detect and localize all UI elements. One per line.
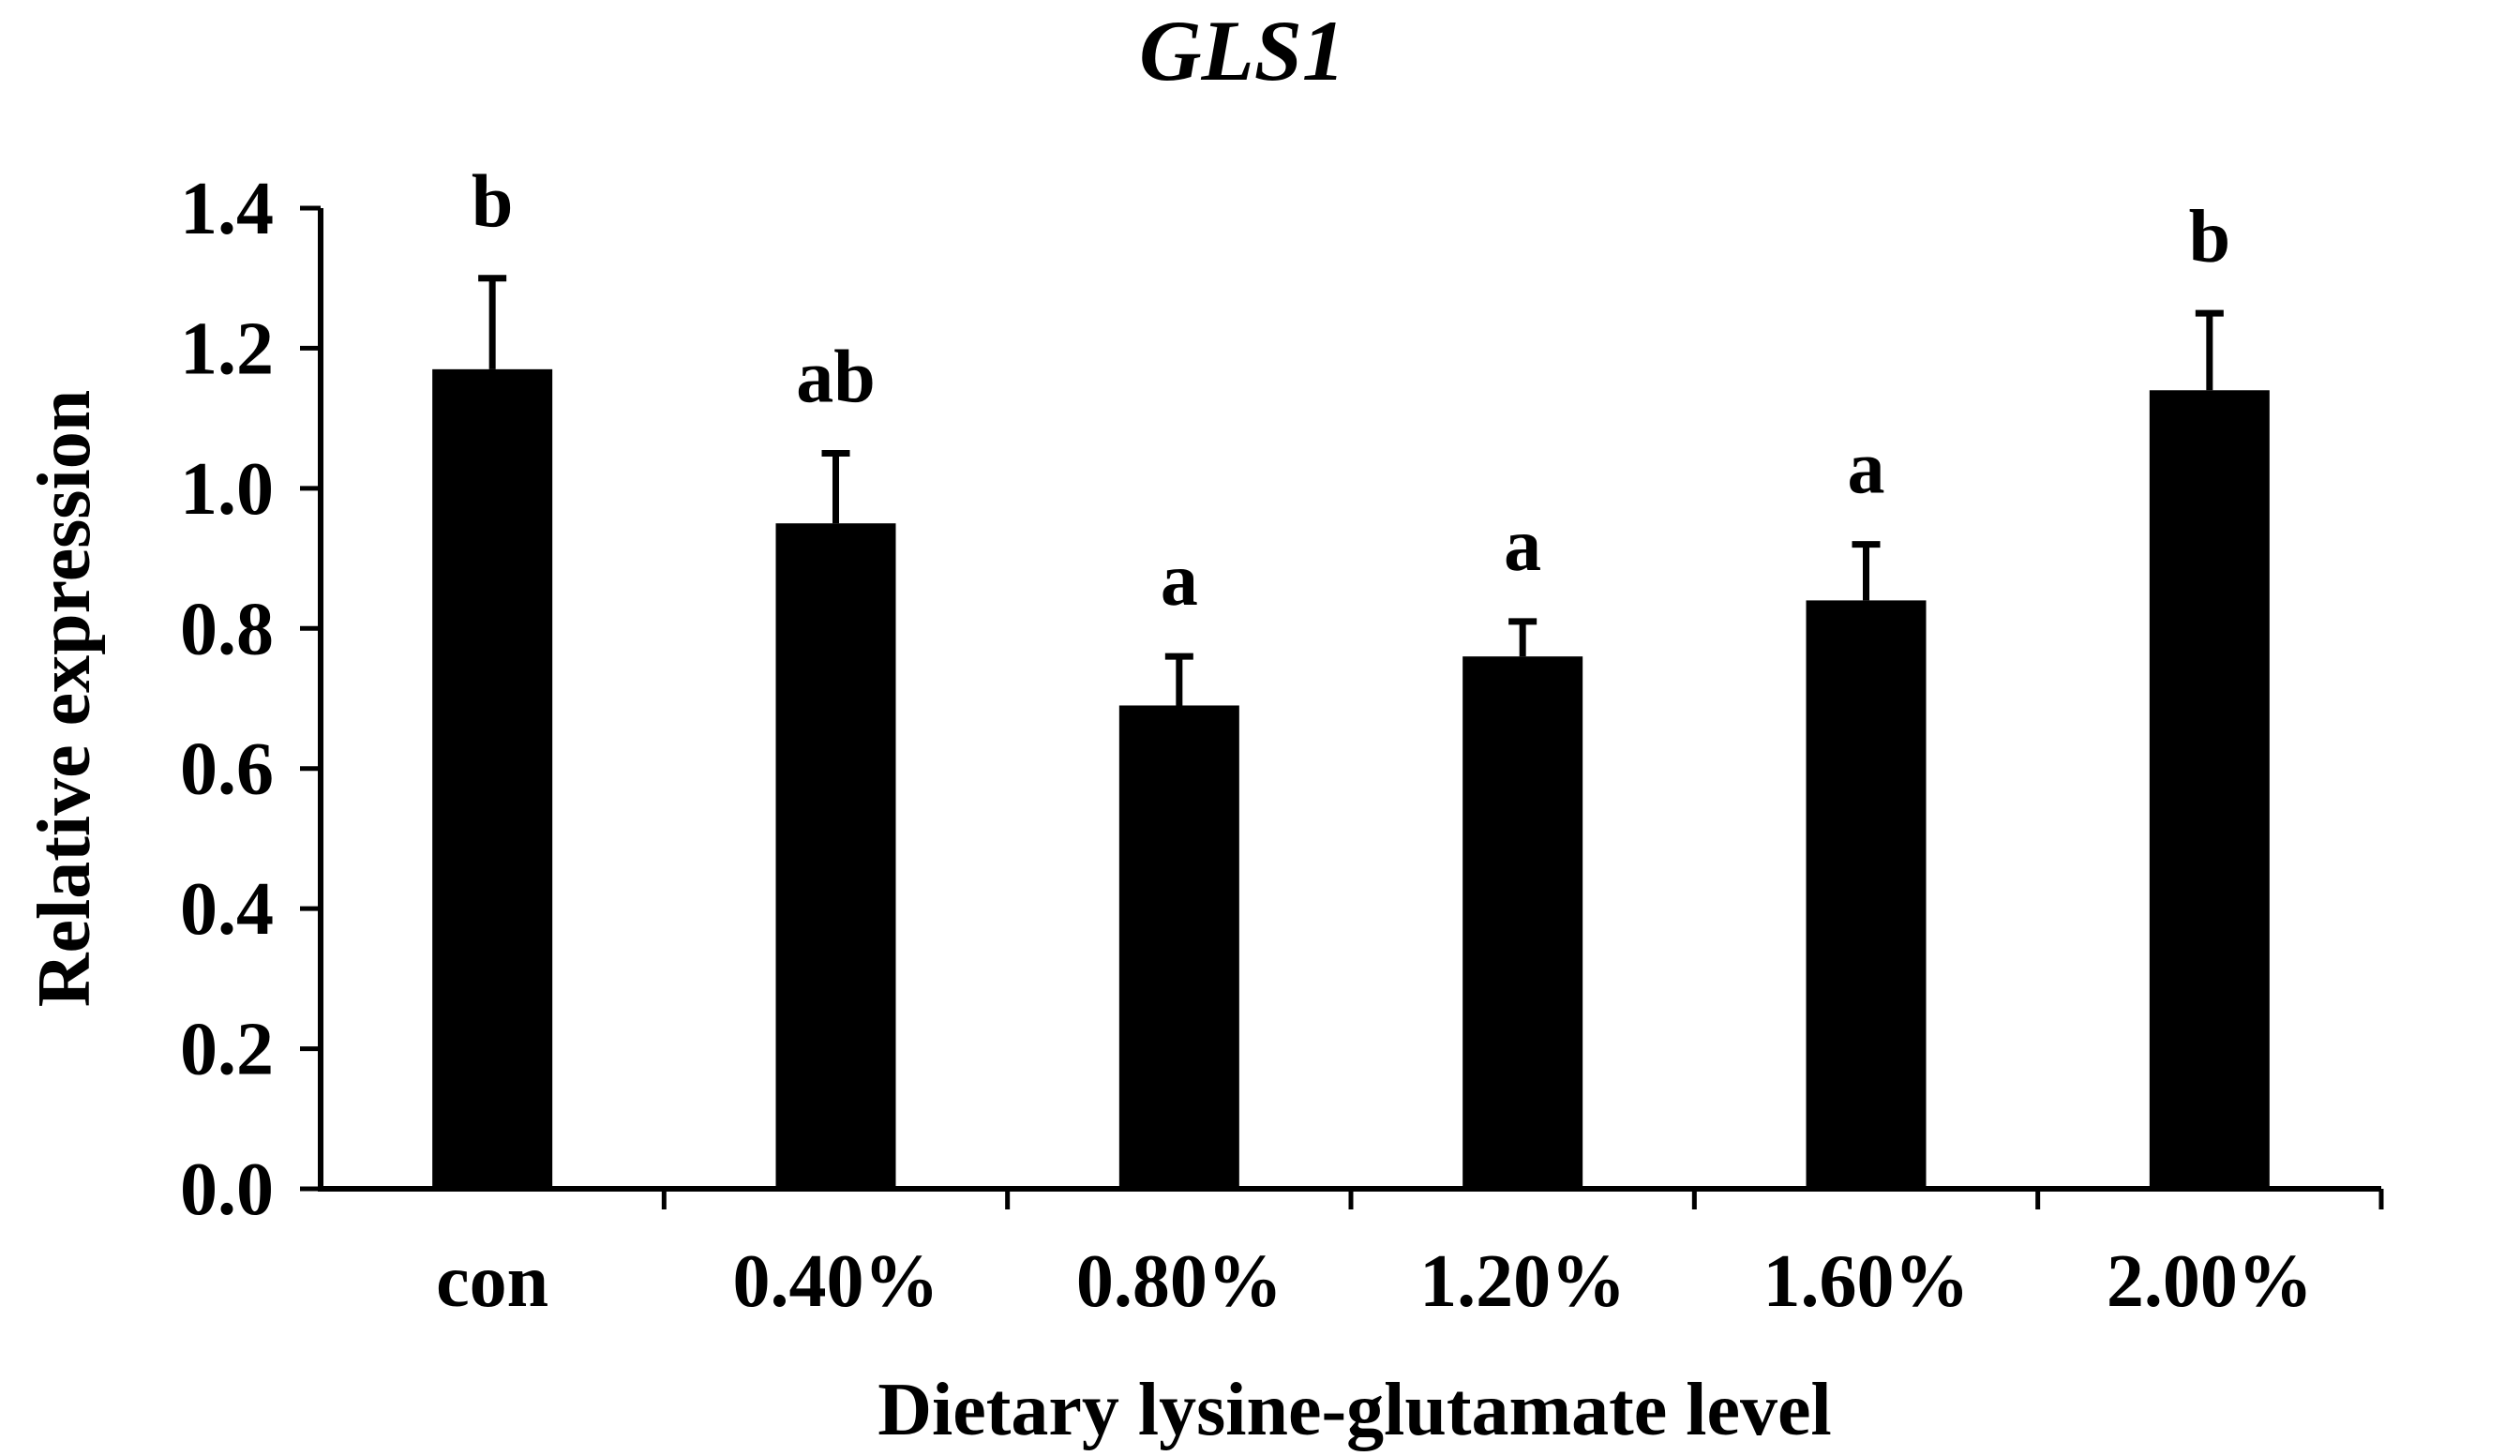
significance-label: a <box>1848 428 1885 510</box>
y-tick-label: 0.0 <box>180 1148 274 1231</box>
bar <box>775 523 896 1189</box>
y-tick-label: 1.4 <box>180 168 274 250</box>
significance-label: ab <box>796 337 876 419</box>
y-tick-label: 1.2 <box>180 308 274 390</box>
significance-label: b <box>472 161 514 244</box>
y-tick-label: 0.2 <box>180 1009 274 1091</box>
x-tick-label: 0.80% <box>1076 1240 1282 1323</box>
y-tick-label: 0.8 <box>180 588 274 670</box>
significance-label: b <box>2189 196 2231 278</box>
bar <box>432 368 553 1189</box>
x-tick-label: 1.20% <box>1419 1240 1626 1323</box>
significance-label: a <box>1161 539 1198 622</box>
y-tick-label: 0.4 <box>180 868 274 951</box>
significance-label: a <box>1504 504 1541 587</box>
bar <box>1806 600 1927 1189</box>
bar <box>1462 656 1583 1189</box>
x-tick-label: 2.00% <box>2107 1240 2313 1323</box>
y-tick-label: 1.0 <box>180 448 274 531</box>
chart-title: GLS1 <box>1139 3 1345 98</box>
y-axis-label: Relative expression <box>23 390 106 1007</box>
bar <box>2149 390 2270 1189</box>
x-tick-label: 1.60% <box>1763 1240 1970 1323</box>
y-tick-label: 0.6 <box>180 728 274 811</box>
bar <box>1118 705 1239 1189</box>
x-axis-label: Dietary lysine-glutamate level <box>878 1369 1832 1451</box>
x-tick-label: con <box>436 1240 548 1323</box>
x-tick-label: 0.40% <box>733 1240 939 1323</box>
